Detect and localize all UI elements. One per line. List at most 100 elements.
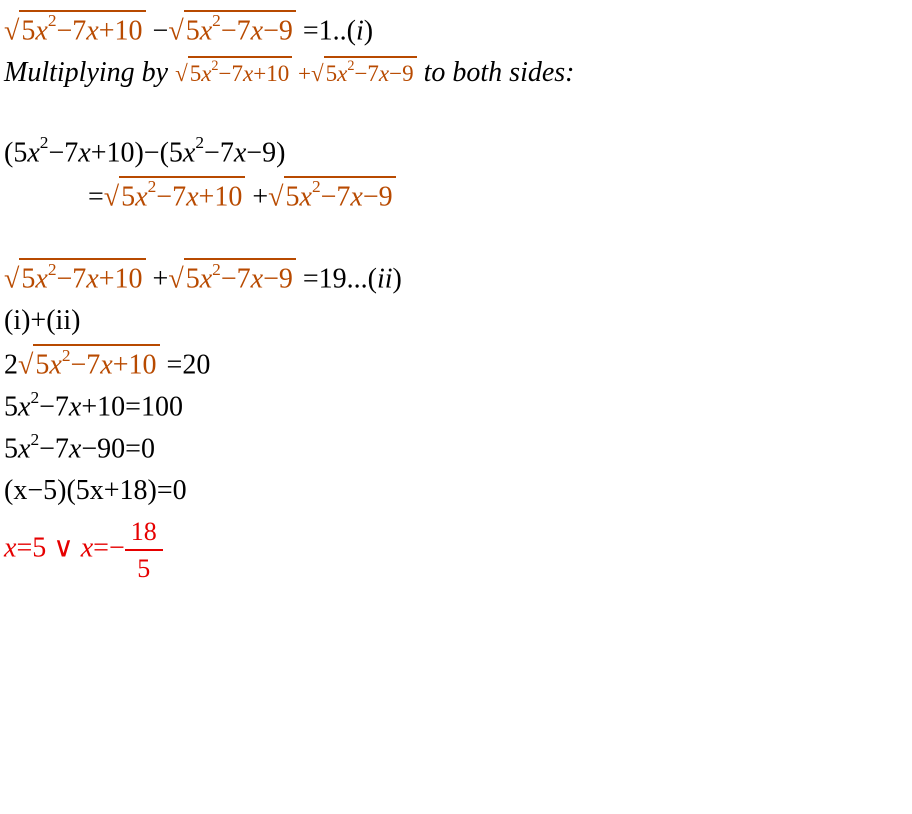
equation-line-3: (5x2−7x+10)−(5x2−7x−9) — [4, 132, 908, 174]
equation-line-4: = √5x2−7x+10 + √5x2−7x−9 — [4, 174, 908, 218]
text: =5 ∨ — [16, 533, 80, 564]
radicand: 5x2−7x−9 — [184, 10, 296, 50]
text: (x−5)(5x+18)=0 — [4, 475, 187, 506]
eq-text: =20 — [160, 349, 211, 380]
sqrt-term: √5x2−7x+10 — [4, 10, 146, 50]
var: x — [186, 181, 198, 212]
num: +10 — [99, 264, 143, 295]
num: +10 — [99, 15, 143, 46]
num: −7 — [71, 349, 101, 380]
equation-line-10: (x−5)(5x+18)=0 — [4, 470, 908, 512]
var: x — [86, 264, 98, 295]
sqrt-term: √5x2−7x−9 — [168, 10, 296, 50]
var: x — [18, 392, 30, 423]
fraction: 185 — [125, 514, 163, 586]
surd-symbol: √ — [175, 61, 188, 86]
var: x — [69, 434, 81, 465]
num: +10 — [113, 349, 157, 380]
sqrt-term: √5x2−7x+10 — [18, 344, 160, 384]
sqrt-term: √5x2−7x+10 — [4, 258, 146, 298]
label-i: i — [356, 15, 364, 46]
equation-line-8: 5x2−7x+10=100 — [4, 386, 908, 428]
surd-symbol: √ — [168, 15, 183, 46]
radicand: 5x2−7x−9 — [324, 56, 417, 89]
close-paren: ) — [393, 264, 402, 295]
num: −9 — [263, 15, 293, 46]
num: −7 — [221, 264, 251, 295]
text: +10)−(5 — [91, 137, 183, 168]
numerator: 18 — [125, 514, 163, 549]
exp: 2 — [30, 388, 39, 407]
text: +10=100 — [81, 392, 183, 423]
radicand: 5x2−7x+10 — [188, 56, 293, 89]
var: x — [27, 137, 39, 168]
op-plus: + — [245, 181, 268, 212]
num: −9 — [363, 181, 393, 212]
equation-line-1: √5x2−7x+10 − √5x2−7x−9 =1..(i) — [4, 8, 908, 52]
surd-symbol: √ — [268, 181, 283, 212]
var: x — [35, 264, 47, 295]
num: 5 — [190, 61, 202, 86]
num: 5 — [326, 61, 338, 86]
surd-symbol: √ — [104, 181, 119, 212]
exp: 2 — [211, 58, 218, 74]
var: x — [379, 61, 389, 86]
num: 5 — [186, 15, 200, 46]
num: 5 — [186, 264, 200, 295]
num: −7 — [39, 434, 69, 465]
num: 5 — [121, 181, 135, 212]
surd-symbol: √ — [168, 264, 183, 295]
num: −7 — [57, 264, 87, 295]
blank-line — [4, 94, 908, 132]
exp: 2 — [48, 260, 57, 279]
num: −9 — [263, 264, 293, 295]
equation-line-5: √5x2−7x+10 + √5x2−7x−9 =19...(ii) — [4, 256, 908, 300]
var: x — [100, 349, 112, 380]
text: −7 — [204, 137, 234, 168]
num: 5 — [35, 349, 49, 380]
text: −90=0 — [81, 434, 155, 465]
label-ii: ii — [377, 264, 393, 295]
text: (5 — [4, 137, 27, 168]
var: x — [337, 61, 347, 86]
op-plus: + — [292, 61, 311, 86]
text: −7 — [48, 137, 78, 168]
sqrt-term: √5x2−7x−9 — [168, 258, 296, 298]
num: −7 — [39, 392, 69, 423]
text: to both sides: — [417, 57, 575, 88]
var: x — [300, 181, 312, 212]
var: x — [251, 15, 263, 46]
sqrt-term: √5x2−7x−9 — [311, 56, 417, 89]
num: 5 — [4, 434, 18, 465]
close-paren: ) — [364, 15, 373, 46]
var: x — [200, 15, 212, 46]
var: x — [234, 137, 246, 168]
op-plus: + — [146, 264, 169, 295]
blank-line — [4, 218, 908, 256]
var: x — [251, 264, 263, 295]
var: x — [81, 533, 93, 564]
num: −7 — [219, 61, 243, 86]
equation-line-6: (i)+(ii) — [4, 300, 908, 342]
var: x — [200, 264, 212, 295]
var: x — [78, 137, 90, 168]
num: 5 — [21, 15, 35, 46]
num: 5 — [21, 264, 35, 295]
exp: 2 — [30, 430, 39, 449]
equation-line-2: Multiplying by √5x2−7x+10 + √5x2−7x−9 to… — [4, 52, 908, 94]
surd-symbol: √ — [18, 349, 33, 380]
num: −7 — [156, 181, 186, 212]
eq-text: =1..( — [296, 15, 356, 46]
num: −7 — [221, 15, 251, 46]
exp: 2 — [62, 346, 71, 365]
exp: 2 — [148, 177, 157, 196]
var: x — [243, 61, 253, 86]
radicand: 5x2−7x+10 — [19, 10, 145, 50]
num: 5 — [286, 181, 300, 212]
exp: 2 — [48, 11, 57, 30]
var: x — [350, 181, 362, 212]
var: x — [49, 349, 61, 380]
surd-symbol: √ — [311, 61, 324, 86]
text: Multiplying by — [4, 57, 175, 88]
surd-symbol: √ — [4, 264, 19, 295]
